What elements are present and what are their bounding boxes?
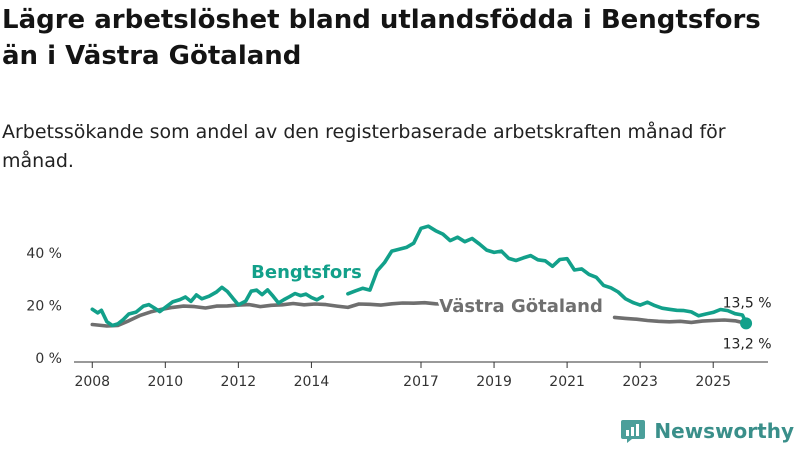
x-tick-label: 2023: [622, 374, 658, 390]
x-tick-label: 2019: [476, 374, 512, 390]
chart-subtitle: Arbetssökande som andel av den registerb…: [2, 121, 726, 172]
series-line-bengtsfors: [90, 285, 325, 328]
end-value-bengtsfors: 13,5 %: [723, 296, 772, 312]
label-layer: Bengtsfors Västra Götaland 13,5 % 13,2 %: [249, 260, 772, 352]
x-tick-label: 2021: [549, 374, 585, 390]
end-value-vastra-gotaland: 13,2 %: [723, 336, 772, 352]
x-axis: 2008 2010 2012 2014 2017 2019 2021 2023 2025: [74, 361, 768, 390]
series-label-vastra-gotaland: Västra Götaland: [439, 296, 603, 317]
x-tick-label: 2012: [221, 374, 257, 390]
brand-name: Newsworthy: [654, 419, 794, 443]
x-tick-label: 2017: [403, 374, 439, 390]
series-line-vastra-gotaland: [90, 300, 445, 328]
series-line-vastra-gotaland: [612, 315, 748, 326]
x-tick-label: 2025: [695, 374, 731, 390]
series-layer: [90, 224, 753, 330]
x-tick-label: 2010: [147, 374, 183, 390]
newsworthy-logo-icon: [621, 420, 646, 443]
x-tick-label: 2014: [294, 374, 330, 390]
brand-logo[interactable]: Newsworthy: [620, 418, 794, 444]
series-label-bengtsfors: Bengtsfors: [251, 262, 362, 283]
chart-title: Lägre arbetslöshet bland utlandsfödda i …: [2, 5, 761, 71]
y-tick-label: 40 %: [26, 246, 62, 262]
y-axis: 0 % 20 % 40 %: [26, 246, 62, 367]
series-line-bengtsfors: [346, 224, 748, 325]
x-tick-label: 2008: [74, 374, 110, 390]
end-point-marker: [740, 317, 753, 330]
y-tick-label: 20 %: [26, 299, 62, 315]
y-tick-label: 0 %: [35, 351, 62, 367]
